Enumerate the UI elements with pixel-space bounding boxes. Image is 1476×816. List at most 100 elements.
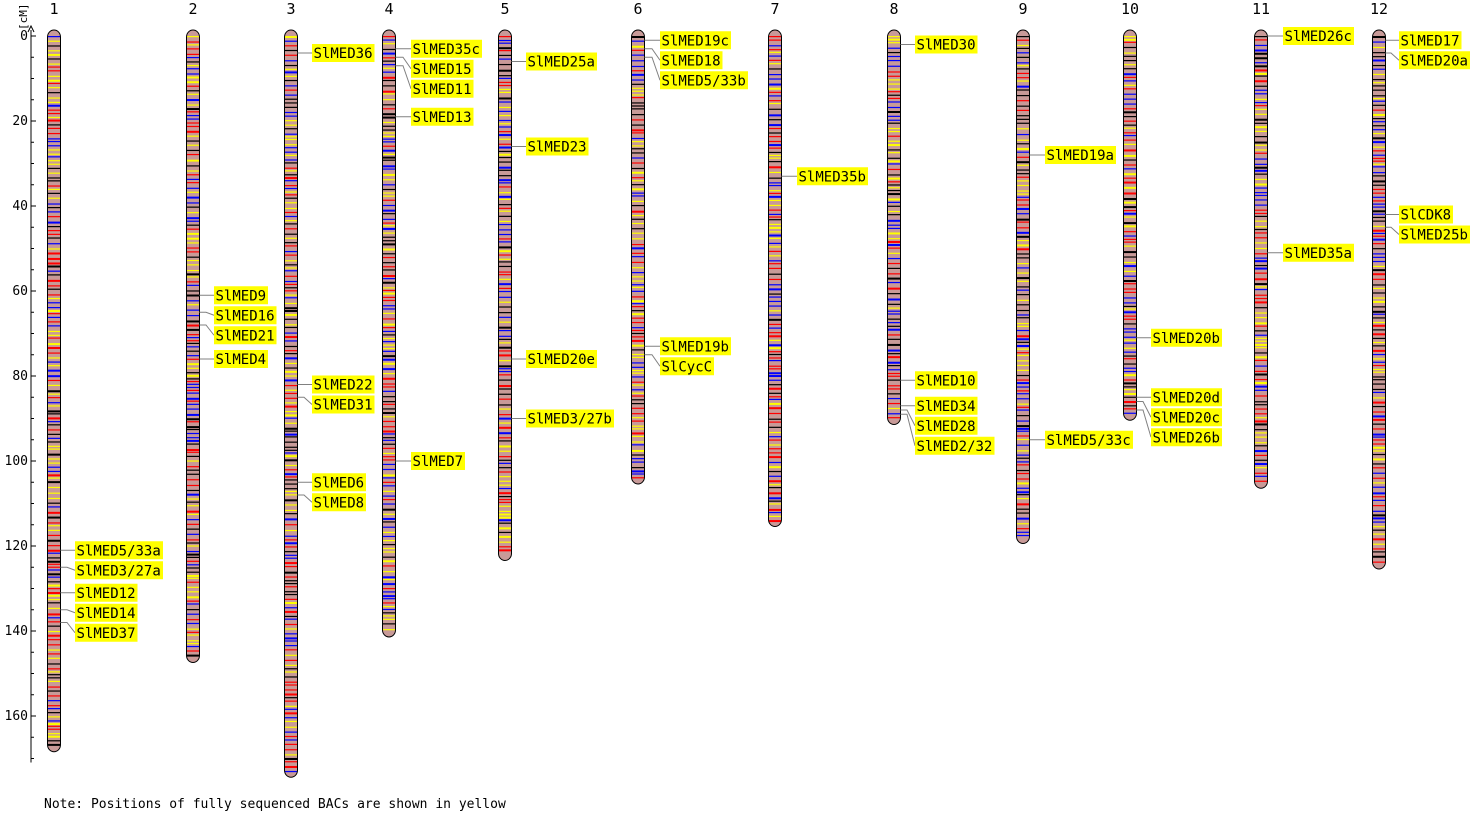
tick-label: 80 — [12, 369, 28, 384]
gene-name: SlMED14 — [77, 606, 136, 622]
gene-name: SlMED5/33c — [1047, 433, 1131, 449]
gene-name: SlMED18 — [662, 53, 721, 69]
gene-label: SlMED19c — [644, 31, 731, 50]
gene-label: SlMED3/27a — [60, 561, 163, 580]
gene-name: SlMED23 — [528, 140, 587, 156]
gene-name: SlMED2/32 — [917, 439, 993, 455]
gene-label-bg — [526, 52, 597, 71]
gene-label: SlMED22 — [297, 375, 375, 394]
gene-name: SlMED6 — [314, 475, 365, 491]
cm-axis: [cM]0 20 40 60 80 100 120 140 160 — [5, 4, 36, 763]
gene-name: SlMED9 — [216, 288, 267, 304]
chromosome-body — [1372, 30, 1386, 569]
gene-label: SlMED20c — [1136, 401, 1222, 427]
gene-label-bg — [312, 493, 366, 512]
gene-label-bg — [411, 452, 465, 470]
gene-leader-line — [60, 622, 76, 634]
gene-label-bg — [75, 583, 138, 602]
gene-name: SlCycC — [662, 359, 713, 375]
chromosome-outline — [631, 29, 645, 485]
gene-label: SlMED36 — [297, 44, 375, 62]
chromosome-9: 9 SlMED19a SlMED5/33c — [1016, 0, 1133, 544]
gene-name: SlMED13 — [413, 110, 472, 126]
axis-unit: [cM] — [17, 4, 30, 31]
gene-name: SlMED25b — [1401, 228, 1468, 244]
chromosome-7: 7 SlMED35b — [768, 0, 868, 527]
chromosome-bands — [382, 36, 396, 631]
gene-name: SlMED3/27b — [528, 412, 612, 428]
gene-label: SlMED35c — [395, 39, 482, 58]
chromosome-5: 5 SlMED25a SlMED23 SlMED20e SlMED3/27b — [498, 0, 614, 561]
chromosome-bands — [1254, 36, 1268, 482]
gene-label-bg — [214, 326, 277, 345]
gene-label: SlMED21 — [199, 324, 277, 345]
chromosome-label: 7 — [770, 0, 779, 18]
gene-name: SlMED3/27a — [77, 563, 161, 579]
gene-label-bg — [1045, 146, 1116, 164]
chromosome-body — [1254, 30, 1268, 489]
gene-label-bg — [411, 107, 474, 126]
gene-name: SlMED22 — [314, 378, 373, 394]
gene-leader-line — [1136, 409, 1152, 438]
chromosome-outline — [1372, 29, 1386, 570]
gene-label-bg — [214, 286, 268, 305]
gene-label-bg — [526, 350, 597, 368]
gene-name: SlMED35b — [799, 169, 866, 185]
gene-label: SlMED13 — [395, 107, 474, 126]
gene-label-bg — [797, 167, 868, 186]
chromosome-label: 11 — [1252, 0, 1270, 18]
gene-label: SlMED7 — [395, 452, 465, 470]
gene-name: SlMED19a — [1047, 148, 1114, 164]
chromosome-set: 1 SlMED5/33a SlMED3/27a SlMED12 SlMED14 SlMED… — [47, 0, 1470, 778]
gene-label-bg — [660, 31, 731, 50]
gene-label: SlMED17 — [1385, 31, 1462, 50]
tick-label: 0 — [20, 29, 28, 44]
chromosome-bands — [186, 36, 200, 657]
chromosome-label: 3 — [286, 0, 295, 18]
axis-arrow — [27, 24, 35, 33]
gene-label: SlMED20a — [1385, 51, 1470, 70]
gene-label-bg — [915, 416, 978, 435]
gene-leader-line — [395, 65, 412, 89]
gene-label: SlMED12 — [60, 583, 138, 602]
gene-label: SlMED2/32 — [900, 413, 995, 455]
gene-label-bg — [915, 371, 978, 390]
gene-leader-line — [644, 354, 661, 367]
gene-name: SlCDK8 — [1401, 208, 1452, 224]
gene-label-bg — [312, 44, 375, 62]
chromosome-bands — [284, 36, 298, 773]
gene-leader-line — [60, 609, 76, 614]
chromosome-3: 3 SlMED36 SlMED22 SlMED31 SlMED6 SlMED8 — [284, 0, 375, 778]
gene-label-bg — [1283, 27, 1354, 45]
gene-label: SlMED25b — [1385, 225, 1470, 244]
gene-label: SlCycC — [644, 354, 714, 376]
gene-label: SlMED15 — [395, 56, 474, 78]
chromosome-outline — [47, 29, 61, 753]
gene-label-bg — [75, 623, 138, 642]
gene-label-bg — [526, 137, 589, 156]
tick-label: 160 — [5, 709, 28, 724]
gene-label: SlMED4 — [199, 350, 268, 368]
gene-label-bg — [411, 79, 474, 98]
chromosome-label: 1 — [49, 0, 58, 18]
gene-leader-line — [644, 48, 661, 61]
gene-label-bg — [1151, 428, 1222, 447]
chromosome-label: 8 — [889, 0, 898, 18]
chromosome-bands — [498, 36, 512, 552]
gene-name: SlMED35c — [413, 42, 480, 58]
gene-leader-line — [1385, 52, 1400, 61]
gene-label-bg — [1045, 430, 1133, 449]
gene-label-bg — [75, 541, 163, 560]
gene-label: SlMED26c — [1267, 27, 1354, 45]
gene-label-bg — [75, 603, 138, 622]
gene-leader-line — [644, 56, 661, 81]
gene-label: SlMED5/33c — [1029, 430, 1133, 449]
gene-name: SlMED17 — [1401, 33, 1460, 49]
gene-label: SlCDK8 — [1385, 205, 1453, 224]
gene-leader-line — [1385, 226, 1400, 235]
gene-leader-line — [395, 56, 412, 70]
gene-label: SlMED37 — [60, 622, 138, 642]
gene-label-bg — [312, 473, 366, 492]
gene-label-bg — [915, 436, 995, 455]
gene-label-bg — [1399, 31, 1462, 50]
